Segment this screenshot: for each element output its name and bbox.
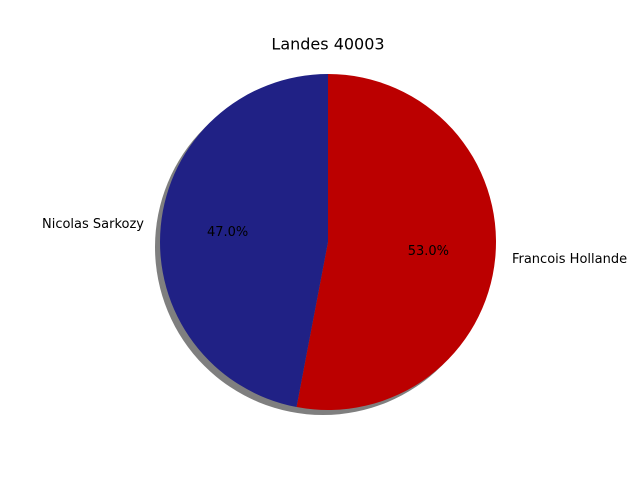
pie-label-francois-hollande: Francois Hollande xyxy=(512,252,627,267)
pie-slice-francois-hollande xyxy=(296,74,496,410)
pie-pct-francois-hollande: 53.0% xyxy=(408,244,449,259)
pie-pct-nicolas-sarkozy: 47.0% xyxy=(207,225,248,240)
pie-slice-nicolas-sarkozy xyxy=(159,74,328,408)
pie-label-nicolas-sarkozy: Nicolas Sarkozy xyxy=(42,217,144,232)
pie-labels: Francois Hollande 53.0% Nicolas Sarkozy 47.… xyxy=(42,217,627,267)
chart-title: Landes 40003 xyxy=(271,35,384,54)
pie-slices xyxy=(159,74,496,410)
